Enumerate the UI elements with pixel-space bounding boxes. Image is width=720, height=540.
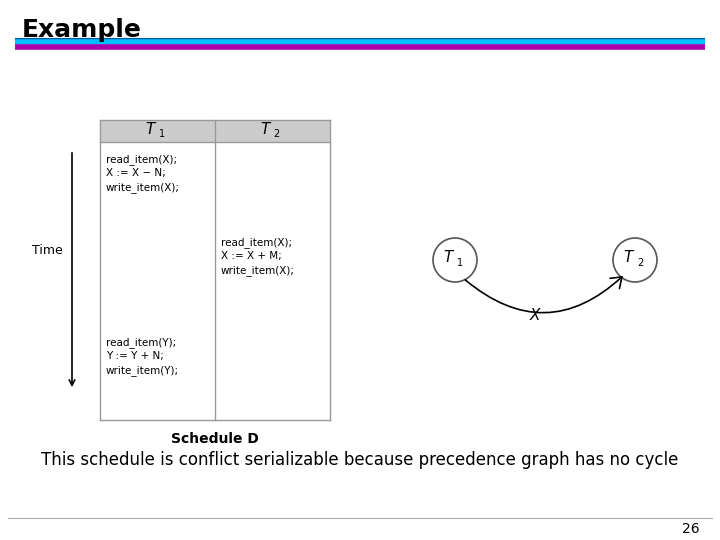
Text: read_item(X);: read_item(X); [221, 237, 292, 248]
Text: X := X − N;: X := X − N; [106, 168, 166, 178]
Bar [100, 120, 330, 420]
Text: read_item(Y);: read_item(Y); [106, 337, 176, 348]
FancyArrowPatch shape [465, 277, 622, 313]
Text: Y := Y + N;: Y := Y + N; [106, 351, 164, 361]
Text: read_item(X);: read_item(X); [106, 154, 177, 165]
Text: T: T [260, 123, 269, 138]
Text: X: X [530, 307, 540, 322]
Text: 1: 1 [158, 129, 165, 139]
Text: T: T [624, 251, 633, 266]
Text: Example: Example [22, 18, 142, 42]
Text: write_item(X);: write_item(X); [106, 182, 180, 193]
Text: This schedule is conflict serializable because precedence graph has no cycle: This schedule is conflict serializable b… [41, 451, 679, 469]
Text: T: T [145, 123, 155, 138]
Text: 2: 2 [274, 129, 280, 139]
Text: write_item(X);: write_item(X); [221, 265, 295, 276]
Text: Schedule D: Schedule D [171, 432, 259, 446]
Text: T: T [444, 251, 453, 266]
Text: 1: 1 [457, 258, 463, 268]
Text: X := X + M;: X := X + M; [221, 251, 282, 261]
Text: write_item(Y);: write_item(Y); [106, 365, 179, 376]
Text: 2: 2 [637, 258, 643, 268]
Text: 26: 26 [683, 522, 700, 536]
Bar [100, 120, 330, 142]
Text: Time: Time [32, 244, 63, 256]
